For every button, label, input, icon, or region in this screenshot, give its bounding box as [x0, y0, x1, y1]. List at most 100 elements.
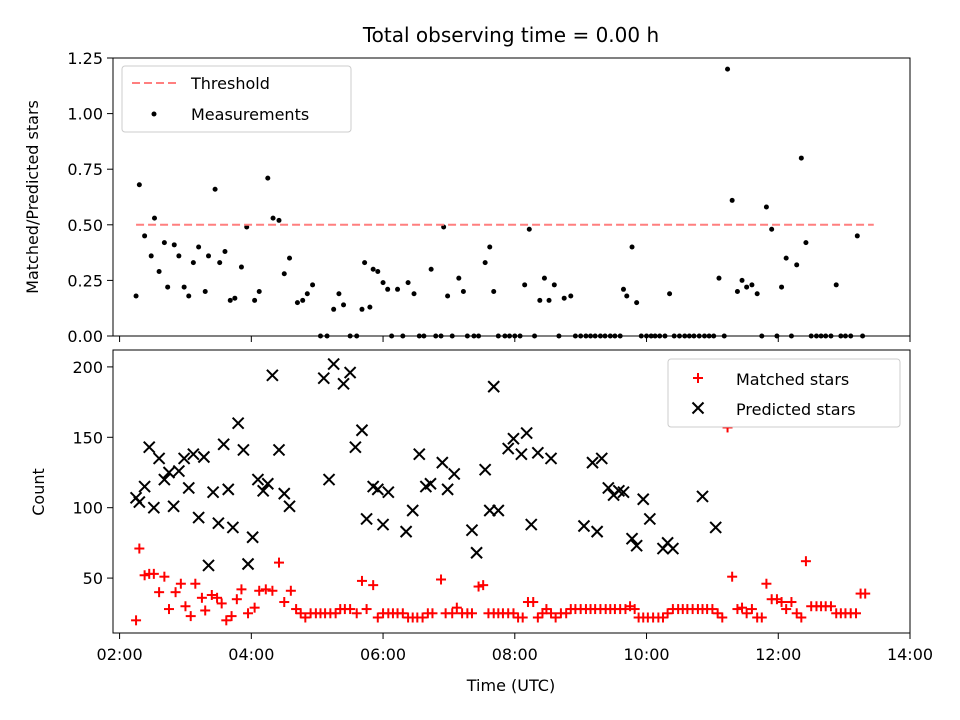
measurement-point [202, 289, 208, 295]
measurement-point [196, 244, 202, 250]
x-axis-label: Time (UTC) [466, 676, 555, 695]
x-tick-label: 02:00 [97, 645, 143, 664]
matched-star-marker [466, 608, 477, 619]
matched-star-marker [761, 578, 772, 589]
matched-star-marker [356, 575, 367, 586]
matched-star-marker [397, 608, 408, 619]
matched-star-marker [180, 601, 191, 612]
count-panel: 50 100 150 200 02:00 04:00 06:00 08:00 10:00 12:0… [29, 349, 933, 695]
x-tick-label: 10:00 [623, 645, 669, 664]
ratio-y-tick-label: 0.75 [67, 160, 103, 179]
predicted-star-marker [182, 481, 195, 495]
matched-star-marker [825, 601, 836, 612]
predicted-star-marker [212, 516, 225, 530]
measurement-point [749, 282, 755, 288]
measurement-point [133, 293, 139, 299]
predicted-star-marker [327, 357, 340, 371]
predicted-star-marker [436, 456, 449, 469]
predicted-star-marker [261, 477, 274, 490]
matched-star-marker [249, 602, 260, 613]
matched-star-marker [741, 608, 752, 619]
matched-star-marker [134, 543, 145, 554]
matched-star-marker [737, 602, 748, 613]
predicted-star-marker [441, 483, 454, 496]
predicted-star-marker [371, 483, 384, 496]
matched-legend-icon [693, 373, 703, 383]
predicted-star-marker [586, 456, 599, 469]
x-tick-label: 04:00 [228, 645, 274, 664]
predicted-star-marker [399, 525, 413, 538]
matched-star-marker [796, 612, 807, 623]
matched-star-marker [236, 584, 247, 595]
predicted-star-marker [152, 452, 166, 465]
measurement-point [854, 233, 860, 239]
ratio-y-tick-label: 1.00 [67, 105, 103, 124]
predicted-star-marker [406, 504, 419, 517]
measurement-point [212, 186, 218, 192]
matched-star-marker [478, 580, 489, 591]
matched-star-marker [707, 604, 718, 615]
matched-star-marker [273, 557, 284, 568]
x-tick-label: 08:00 [492, 645, 538, 664]
matched-star-marker [300, 612, 311, 623]
measurement-point [794, 262, 800, 268]
matched-star-marker [243, 608, 254, 619]
matched-star-marker [285, 585, 296, 596]
predicted-star-marker [197, 450, 211, 464]
measurement-point [362, 260, 368, 266]
count-y-tick-label: 100 [72, 499, 103, 518]
matched-star-marker [260, 584, 271, 595]
predicted-star-marker [251, 473, 265, 486]
predicted-star-marker [172, 464, 186, 478]
count-axis-ticks: 50 100 150 200 02:00 04:00 06:00 08:00 10:00 12:0… [72, 358, 933, 664]
measurement-point [148, 253, 154, 259]
matched-star-marker [185, 611, 196, 622]
measurement-point [428, 266, 434, 272]
measurement-point [482, 260, 488, 266]
matched-star-marker [190, 578, 201, 589]
measurement-point [568, 293, 574, 299]
measurement-point [222, 248, 228, 254]
matched-star-marker [361, 604, 372, 615]
measurement-point [629, 244, 635, 250]
predicted-star-marker [256, 484, 270, 498]
measurement-point [526, 226, 532, 232]
measurement-point [734, 289, 740, 295]
measurements-legend-icon [151, 111, 157, 117]
matched-star-marker [170, 587, 181, 598]
predicted-star-marker [143, 440, 156, 454]
predicted-star-marker [492, 504, 505, 517]
predicted-star-marker [246, 531, 259, 544]
count-y-tick-label: 200 [72, 358, 103, 377]
measurement-point [763, 204, 769, 210]
measurement-point [456, 275, 462, 281]
predicted-star-marker [237, 443, 250, 457]
matched-star-marker [351, 608, 362, 619]
predicted-star-marker [177, 452, 191, 465]
matched-star-marker [662, 608, 673, 619]
predicted-star-marker [643, 512, 657, 526]
predicted-star-marker [507, 432, 520, 445]
predicted-star-marker [413, 447, 426, 461]
measurement-point [667, 291, 673, 297]
ratio-axis-ticks: 0.00 0.25 0.50 0.75 1.00 1.25 [67, 49, 911, 346]
measurement-point [798, 155, 804, 161]
matched-star-marker [528, 597, 539, 608]
measurement-point [227, 297, 233, 303]
predicted-star-marker [709, 521, 722, 534]
measurement-point [300, 297, 306, 303]
measurement-point [151, 215, 157, 221]
measurement-point [331, 306, 337, 312]
matched-star-marker [131, 615, 142, 626]
predicted-star-marker [520, 426, 533, 440]
ratio-y-tick-label: 1.25 [67, 49, 103, 68]
matched-star-marker [226, 611, 237, 622]
ratio-y-tick-label: 0.50 [67, 216, 103, 235]
measurement-point [744, 284, 750, 290]
count-legend: Matched stars Predicted stars [667, 358, 901, 428]
measurement-point [411, 291, 417, 297]
predicted-star-marker [382, 485, 395, 499]
threshold-legend-label: Threshold [190, 74, 270, 93]
measurement-point [522, 282, 528, 288]
matched-star-marker [154, 587, 165, 598]
